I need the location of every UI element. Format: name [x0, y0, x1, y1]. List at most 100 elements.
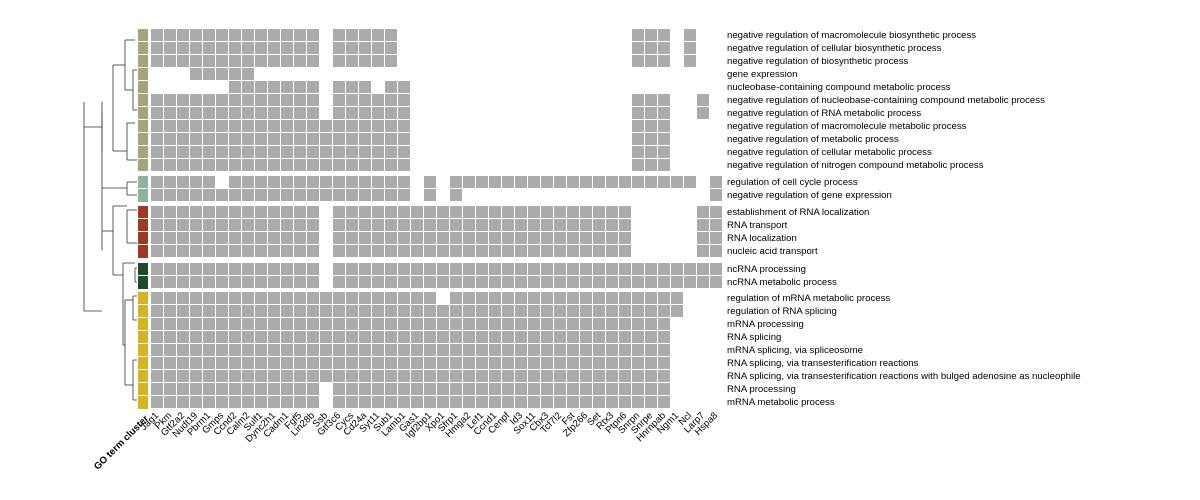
heatmap-cell: [645, 120, 657, 132]
heatmap-cell: [307, 219, 319, 231]
heatmap-cell: [203, 383, 215, 395]
heatmap-cell: [580, 176, 592, 188]
heatmap-cell: [320, 305, 332, 317]
heatmap-cell: [502, 370, 514, 382]
heatmap-cell: [541, 292, 553, 304]
heatmap-cell: [398, 146, 410, 158]
term-label: establishment of RNA localization: [727, 207, 869, 218]
heatmap-cell: [333, 189, 345, 201]
heatmap-cell: [177, 318, 189, 330]
heatmap-cell: [320, 344, 332, 356]
heatmap-cell: [190, 68, 202, 80]
heatmap-cell: [164, 94, 176, 106]
heatmap-cell: [255, 344, 267, 356]
heatmap-cell: [359, 396, 371, 408]
heatmap-cell: [164, 276, 176, 288]
heatmap-cell: [567, 245, 579, 257]
heatmap-cell: [658, 42, 670, 54]
heatmap-cell: [580, 292, 592, 304]
heatmap-cell: [190, 29, 202, 41]
heatmap-cell: [281, 276, 293, 288]
heatmap-cell: [164, 344, 176, 356]
heatmap-cell: [281, 263, 293, 275]
heatmap-cell: [216, 357, 228, 369]
heatmap-cell: [515, 276, 527, 288]
heatmap-cell: [255, 55, 267, 67]
heatmap-cell: [593, 318, 605, 330]
heatmap-cell: [203, 245, 215, 257]
heatmap-cell: [437, 276, 449, 288]
heatmap-cell: [333, 292, 345, 304]
term-label: RNA splicing, via transesterification re…: [727, 371, 1081, 382]
heatmap-cell: [177, 55, 189, 67]
heatmap-cell: [216, 55, 228, 67]
heatmap-cell: [502, 206, 514, 218]
heatmap-cell: [307, 133, 319, 145]
heatmap-cell: [424, 232, 436, 244]
heatmap-cell: [229, 344, 241, 356]
heatmap-cell: [593, 219, 605, 231]
heatmap-cell: [385, 176, 397, 188]
heatmap-cell: [541, 263, 553, 275]
heatmap-cell: [242, 120, 254, 132]
heatmap-cell: [372, 159, 384, 171]
heatmap-cell: [385, 292, 397, 304]
heatmap-cell: [619, 357, 631, 369]
heatmap-cell: [632, 344, 644, 356]
heatmap-cell: [242, 292, 254, 304]
heatmap-cell: [216, 232, 228, 244]
heatmap-cell: [216, 107, 228, 119]
heatmap-cell: [255, 331, 267, 343]
heatmap-cell: [294, 81, 306, 93]
heatmap-cell: [398, 81, 410, 93]
heatmap-cell: [372, 206, 384, 218]
heatmap-cell: [632, 396, 644, 408]
heatmap-cell: [164, 305, 176, 317]
heatmap-cell: [632, 146, 644, 158]
heatmap-cell: [515, 357, 527, 369]
heatmap-cell: [216, 245, 228, 257]
heatmap-cell: [658, 107, 670, 119]
heatmap-cell: [294, 344, 306, 356]
heatmap-cell: [489, 263, 501, 275]
heatmap-cell: [255, 383, 267, 395]
heatmap-cell: [515, 305, 527, 317]
heatmap-cell: [541, 245, 553, 257]
term-label: RNA transport: [727, 220, 788, 231]
heatmap-cell: [489, 396, 501, 408]
heatmap-cell: [398, 133, 410, 145]
heatmap-cell: [385, 81, 397, 93]
heatmap-cell: [333, 245, 345, 257]
heatmap-cell: [658, 120, 670, 132]
heatmap-cell: [359, 206, 371, 218]
heatmap-cell: [281, 146, 293, 158]
heatmap-cell: [255, 396, 267, 408]
heatmap-cell: [190, 263, 202, 275]
heatmap-cell: [437, 263, 449, 275]
heatmap-cell: [359, 94, 371, 106]
heatmap-cell: [658, 331, 670, 343]
heatmap-cell: [372, 383, 384, 395]
heatmap-cell: [645, 133, 657, 145]
heatmap-cell: [268, 318, 280, 330]
heatmap-cell: [385, 263, 397, 275]
heatmap-cell: [424, 276, 436, 288]
heatmap-cell: [424, 206, 436, 218]
heatmap-cell: [242, 206, 254, 218]
heatmap-cell: [385, 219, 397, 231]
heatmap-cell: [151, 29, 163, 41]
term-label: negative regulation of metabolic process: [727, 134, 899, 145]
heatmap-cell: [372, 42, 384, 54]
heatmap-cell: [593, 396, 605, 408]
term-label: negative regulation of nitrogen compound…: [727, 160, 984, 171]
heatmap-cell: [658, 396, 670, 408]
heatmap-cell: [151, 42, 163, 54]
heatmap-cell: [190, 120, 202, 132]
heatmap-cell: [268, 263, 280, 275]
heatmap-cell: [372, 120, 384, 132]
heatmap-cell: [476, 245, 488, 257]
heatmap-cell: [502, 292, 514, 304]
heatmap-cell: [515, 370, 527, 382]
heatmap-cell: [151, 107, 163, 119]
heatmap-cell: [567, 219, 579, 231]
